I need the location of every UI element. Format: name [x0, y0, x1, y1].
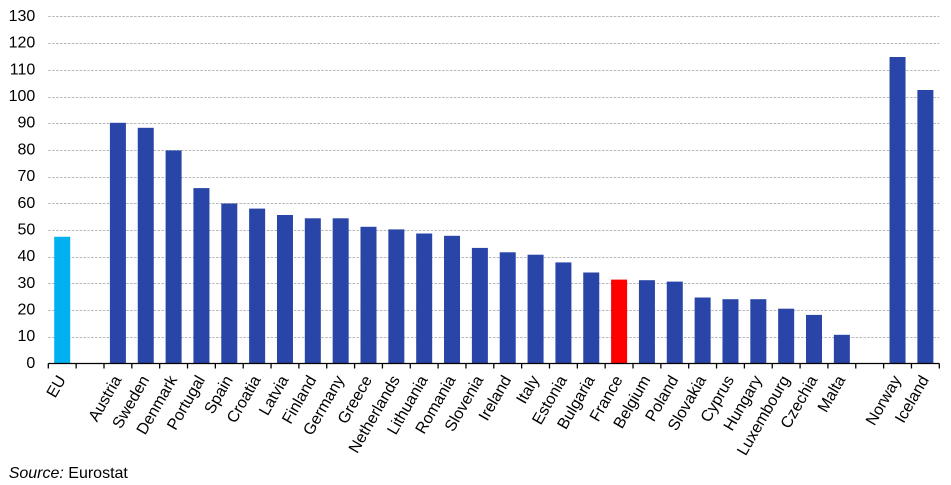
- svg-text:20: 20: [18, 302, 36, 319]
- svg-text:80: 80: [18, 141, 36, 158]
- svg-text:10: 10: [18, 328, 36, 345]
- svg-text:120: 120: [9, 35, 36, 52]
- svg-text:70: 70: [18, 168, 36, 185]
- svg-text:50: 50: [18, 221, 36, 238]
- svg-text:30: 30: [18, 275, 36, 292]
- svg-text:Source: Eurostat: Source: Eurostat: [9, 465, 129, 482]
- svg-text:40: 40: [18, 248, 36, 265]
- svg-text:0: 0: [26, 355, 35, 372]
- svg-text:130: 130: [9, 8, 36, 25]
- svg-text:90: 90: [18, 115, 36, 132]
- svg-text:60: 60: [18, 195, 36, 212]
- svg-text:110: 110: [10, 61, 36, 78]
- svg-text:Malta: Malta: [815, 373, 849, 415]
- svg-text:EU: EU: [44, 373, 70, 401]
- svg-text:100: 100: [9, 88, 36, 105]
